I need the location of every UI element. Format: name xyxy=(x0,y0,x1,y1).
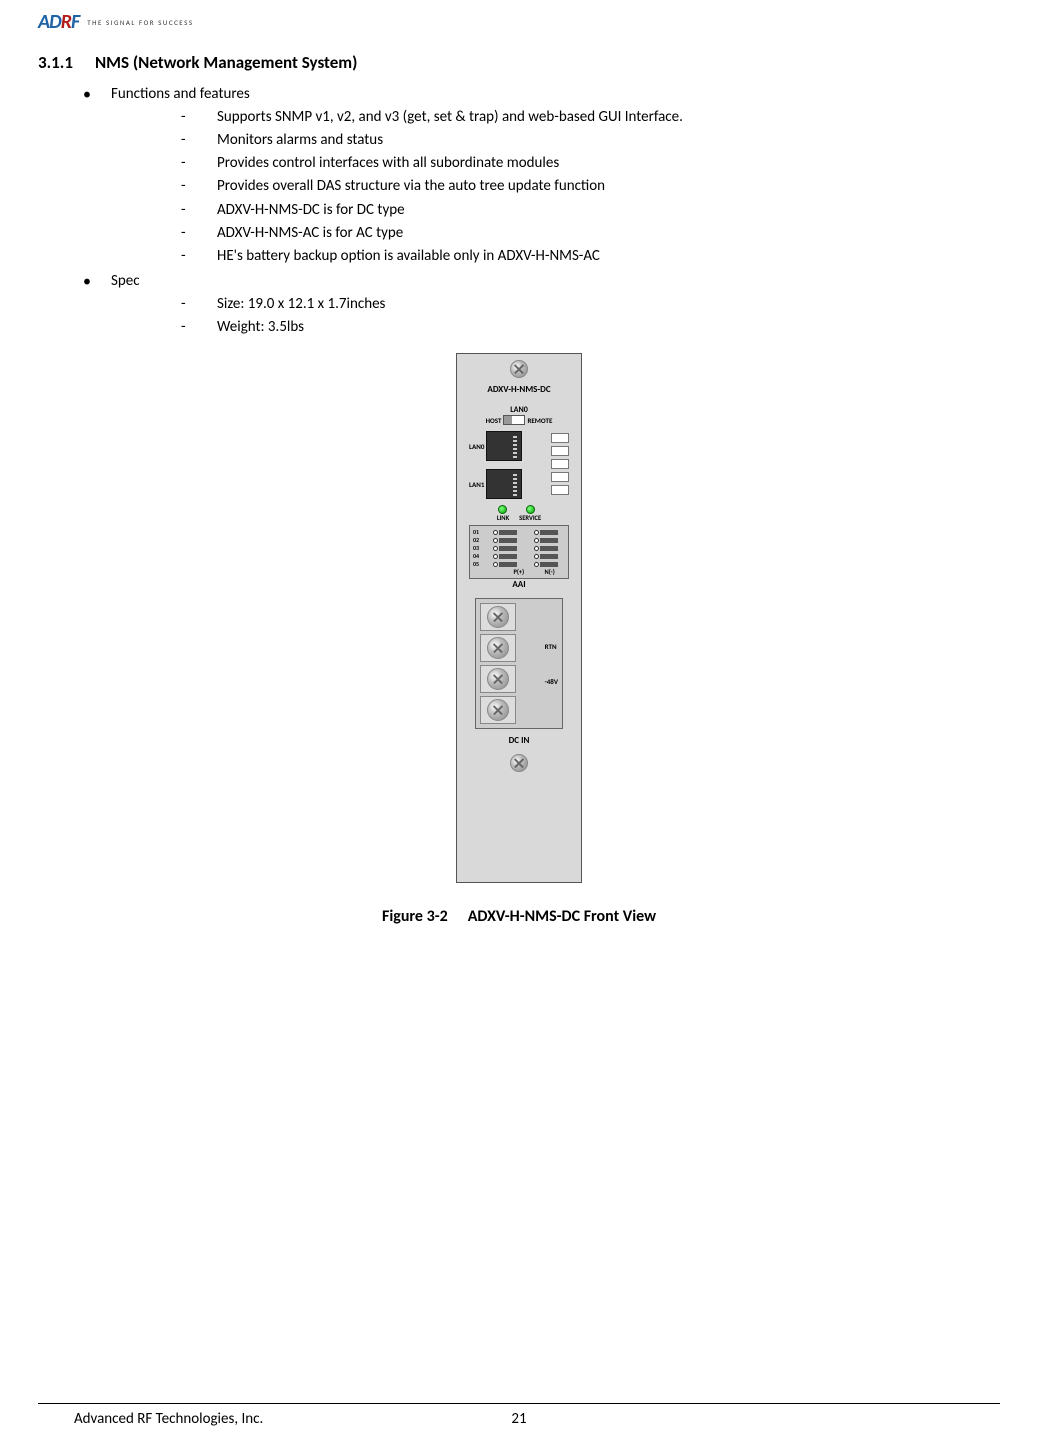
host-label: HOST xyxy=(486,416,502,425)
small-port-icon xyxy=(551,459,569,469)
dash-item: Monitors alarms and status xyxy=(181,129,1000,152)
p-plus-label: P(+) xyxy=(513,568,524,576)
section-title: NMS (Network Management System) xyxy=(95,52,357,73)
lan-switch-area: LAN0 HOST REMOTE xyxy=(457,405,581,425)
dc-in-label: DC IN xyxy=(509,735,530,746)
figure-caption-prefix: Figure 3-2 xyxy=(382,907,448,926)
dip-switch-icon xyxy=(503,415,525,425)
dash-item: Supports SNMP v1, v2, and v3 (get, set &… xyxy=(181,106,1000,129)
led-service-label: SERVICE xyxy=(519,514,541,522)
screw-icon xyxy=(510,360,528,378)
section-heading: 3.1.1 NMS (Network Management System) xyxy=(38,52,1000,73)
dash-item: Provides control interfaces with all sub… xyxy=(181,152,1000,175)
bullet-list: Functions and features Supports SNMP v1,… xyxy=(38,83,1000,339)
dash-item: Provides overall DAS structure via the a… xyxy=(181,175,1000,198)
logo-tagline: THE SIGNAL FOR SUCCESS xyxy=(87,18,193,27)
small-port-icon xyxy=(551,446,569,456)
logo-text-ad: AD xyxy=(38,10,61,34)
term-num: 03 xyxy=(473,545,483,551)
remote-label: REMOTE xyxy=(527,416,552,425)
leds-row: LINK SERVICE xyxy=(469,505,569,522)
functions-dash-list: Supports SNMP v1, v2, and v3 (get, set &… xyxy=(111,106,1000,269)
page-footer: Advanced RF Technologies, Inc. 21 xyxy=(38,1403,1000,1428)
logo: ADRF xyxy=(38,10,79,34)
rj45-port-icon xyxy=(486,469,522,499)
dash-item: HE's battery backup option is available … xyxy=(181,245,1000,268)
logo-text-r: R xyxy=(61,10,71,34)
term-num: 02 xyxy=(473,537,483,543)
ports-area: LAN0 LAN1 xyxy=(469,431,569,499)
dc-terminal-block: RTN -48V xyxy=(475,598,563,729)
rtn-label: RTN xyxy=(545,642,558,651)
device-panel: ADXV-H-NMS-DC LAN0 HOST REMOTE LAN0 LAN1 xyxy=(456,353,582,883)
led-service-icon xyxy=(526,505,535,514)
terminal-screw-icon xyxy=(487,668,509,690)
port-label-lan1: LAN1 xyxy=(469,480,484,489)
footer-page-number: 21 xyxy=(511,1410,526,1428)
terminal-screw-icon xyxy=(487,637,509,659)
bullet-functions-label: Functions and features xyxy=(111,85,250,103)
logo-text-f: F xyxy=(71,10,79,34)
n-minus-label: N(-) xyxy=(544,568,554,576)
figure: ADXV-H-NMS-DC LAN0 HOST REMOTE LAN0 LAN1 xyxy=(38,353,1000,926)
port-row: LAN1 xyxy=(469,469,547,499)
figure-caption-text: ADXV-H-NMS-DC Front View xyxy=(468,907,656,926)
lan0-title: LAN0 xyxy=(457,405,581,415)
bullet-spec-label: Spec xyxy=(111,272,140,290)
led-link-label: LINK xyxy=(497,514,509,522)
small-port-icon xyxy=(551,472,569,482)
screw-icon xyxy=(510,754,528,772)
footer-company: Advanced RF Technologies, Inc. xyxy=(38,1410,263,1428)
aai-label: AAI xyxy=(512,579,525,590)
term-num: 04 xyxy=(473,553,483,559)
port-row: LAN0 xyxy=(469,431,547,461)
spec-dash-list: Size: 19.0 x 12.1 x 1.7inches Weight: 3.… xyxy=(111,293,1000,340)
dash-item: Size: 19.0 x 12.1 x 1.7inches xyxy=(181,293,1000,316)
section-number: 3.1.1 xyxy=(38,52,73,73)
led-link-icon xyxy=(498,505,507,514)
small-port-icon xyxy=(551,433,569,443)
dash-item: Weight: 3.5lbs xyxy=(181,316,1000,339)
bullet-spec: Spec Size: 19.0 x 12.1 x 1.7inches Weigh… xyxy=(83,270,1000,339)
aai-terminal-block: 01 02 03 04 05 P(+) N(-) xyxy=(469,525,569,579)
bullet-functions: Functions and features Supports SNMP v1,… xyxy=(83,83,1000,268)
port-label-lan0: LAN0 xyxy=(469,442,484,451)
device-model-label: ADXV-H-NMS-DC xyxy=(487,384,550,395)
small-port-icon xyxy=(551,485,569,495)
dash-item: ADXV-H-NMS-AC is for AC type xyxy=(181,222,1000,245)
minus48v-label: -48V xyxy=(545,677,558,686)
terminal-screw-icon xyxy=(487,606,509,628)
term-num: 05 xyxy=(473,561,483,567)
dash-item: ADXV-H-NMS-DC is for DC type xyxy=(181,199,1000,222)
page-header: ADRF THE SIGNAL FOR SUCCESS xyxy=(38,10,1000,34)
terminal-screw-icon xyxy=(487,699,509,721)
rj45-port-icon xyxy=(486,431,522,461)
figure-caption: Figure 3-2 ADXV-H-NMS-DC Front View xyxy=(382,907,656,926)
side-ports xyxy=(551,431,569,499)
term-num: 01 xyxy=(473,529,483,535)
